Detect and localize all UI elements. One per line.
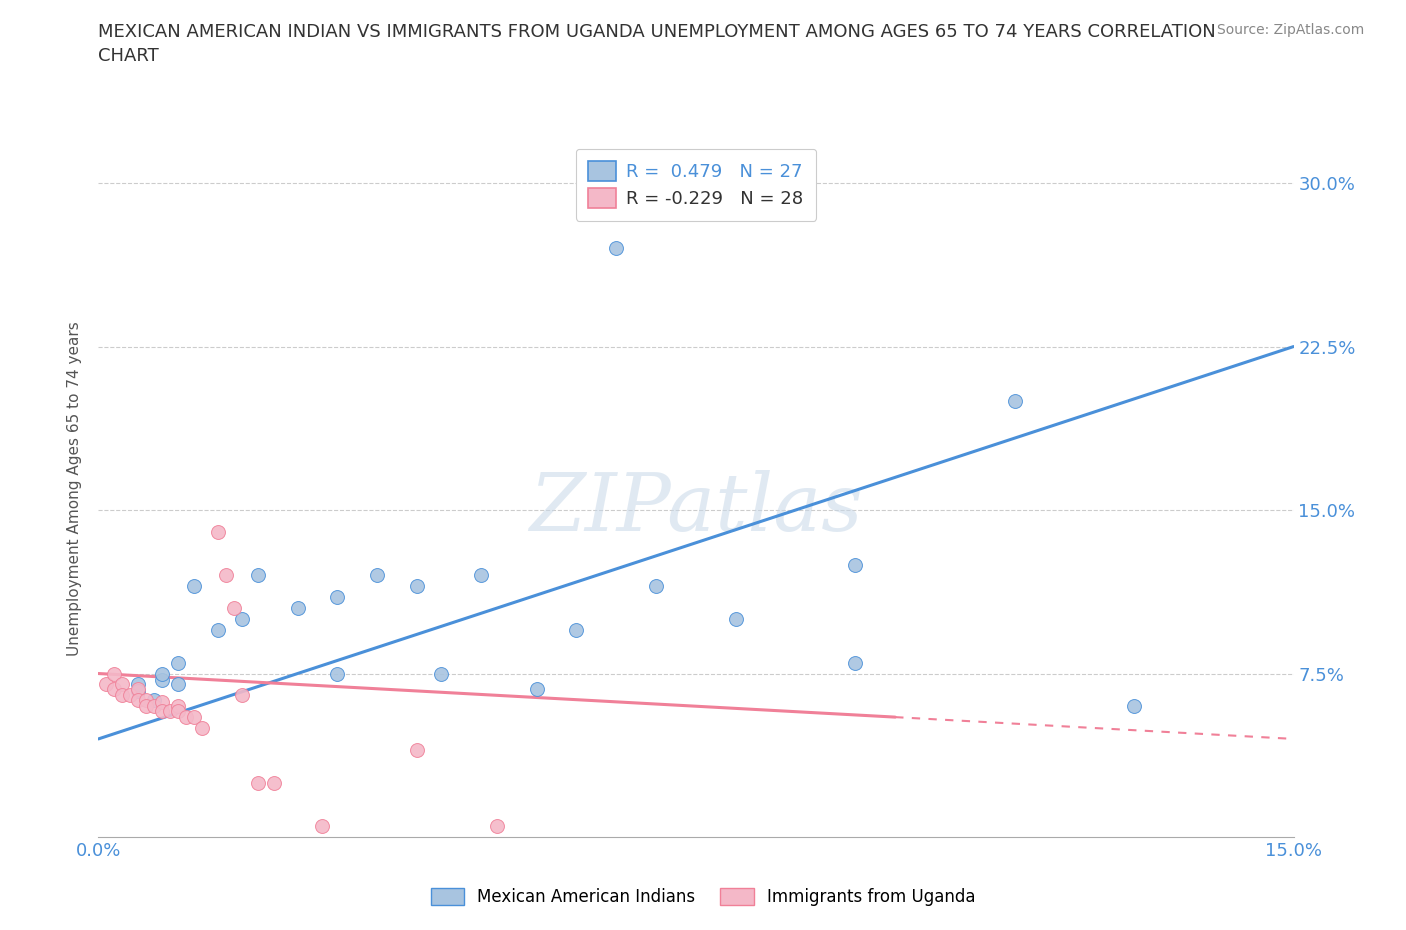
Point [167,656,190,671]
Point [150,666,173,681]
Point [127,692,149,707]
Point [645,578,668,593]
Point [287,601,309,616]
Point [366,568,388,583]
Point [167,703,190,718]
Point [246,775,269,790]
Point [96,677,118,692]
Point [844,656,866,671]
Point [231,688,253,703]
Legend: Mexican American Indians, Immigrants from Uganda: Mexican American Indians, Immigrants fro… [423,881,983,912]
Point [143,692,166,707]
Point [724,612,747,627]
Text: ZIPatlas: ZIPatlas [529,471,863,548]
Text: MEXICAN AMERICAN INDIAN VS IMMIGRANTS FROM UGANDA UNEMPLOYMENT AMONG AGES 65 TO : MEXICAN AMERICAN INDIAN VS IMMIGRANTS FR… [98,23,1216,65]
Y-axis label: Unemployment Among Ages 65 to 74 years: Unemployment Among Ages 65 to 74 years [67,321,83,656]
Point [150,695,173,710]
Point [844,557,866,572]
Point [430,666,453,681]
Point [526,682,548,697]
Point [183,710,205,724]
Point [150,703,173,718]
Point [1123,698,1146,713]
Point [143,698,166,713]
Point [485,818,508,833]
Point [127,684,149,698]
Point [183,578,205,593]
Point [103,682,125,697]
Point [135,698,157,713]
Point [263,775,285,790]
Point [231,612,253,627]
Point [111,677,134,692]
Point [470,568,492,583]
Point [127,677,149,692]
Point [103,666,125,681]
Point [167,698,190,713]
Point [111,688,134,703]
Point [167,677,190,692]
Point [207,622,229,637]
Point [159,703,181,718]
Point [191,721,214,736]
Point [406,578,429,593]
Point [127,682,149,697]
Point [215,568,238,583]
Point [135,692,157,707]
Legend: R =  0.479   N = 27, R = -0.229   N = 28: R = 0.479 N = 27, R = -0.229 N = 28 [576,149,815,220]
Point [174,710,197,724]
Point [150,672,173,687]
Point [246,568,269,583]
Point [406,742,429,757]
Point [222,601,245,616]
Text: Source: ZipAtlas.com: Source: ZipAtlas.com [1216,23,1364,37]
Point [605,241,627,256]
Point [326,590,349,604]
Point [565,622,588,637]
Point [1004,393,1026,408]
Point [326,666,349,681]
Point [311,818,333,833]
Point [120,688,142,703]
Point [207,525,229,539]
